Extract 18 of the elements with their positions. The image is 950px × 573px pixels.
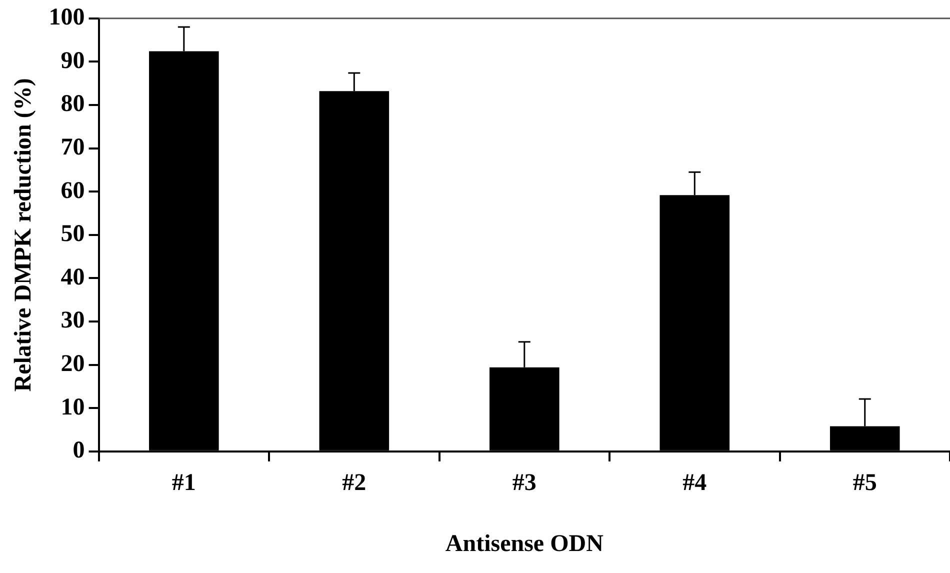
y-tick-label: 30 [60, 308, 85, 334]
y-tick-label: 10 [60, 394, 85, 420]
y-tick-label: 100 [48, 4, 85, 31]
y-tick-label: 50 [60, 221, 85, 248]
y-axis-title: Relative DMPK reduction (%) [10, 78, 37, 392]
x-tick-label: #4 [682, 470, 707, 496]
x-axis-title: Antisense ODN [445, 530, 604, 557]
y-tick-label: 40 [60, 264, 85, 290]
y-tick-label: 60 [60, 178, 85, 204]
y-tick-label: 0 [72, 438, 85, 464]
y-tick-label: 20 [60, 351, 85, 378]
y-tick-label: 80 [60, 91, 85, 118]
x-tick-label: #1 [172, 470, 196, 496]
y-tick-label: 70 [60, 134, 85, 161]
y-tick-label: 90 [60, 48, 85, 74]
x-tick-label: #5 [852, 470, 877, 496]
x-tick-label: #3 [512, 470, 536, 496]
x-tick-label: #2 [342, 470, 366, 496]
